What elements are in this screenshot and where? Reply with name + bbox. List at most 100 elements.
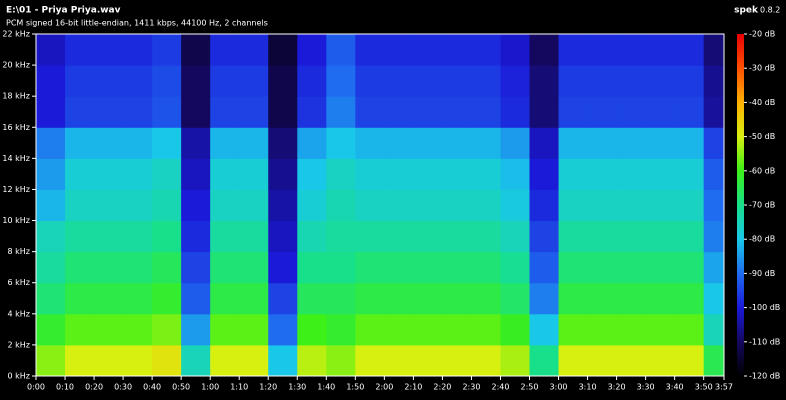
heat-cell — [152, 158, 182, 190]
heat-cell — [65, 282, 95, 315]
heat-cell — [587, 34, 618, 66]
heat-cell — [703, 313, 725, 346]
heat-cell — [65, 313, 95, 346]
heat-cell — [94, 251, 124, 284]
heat-cell — [587, 158, 618, 190]
heat-cell — [413, 96, 443, 128]
heat-cell — [65, 96, 95, 128]
heat-cell — [529, 189, 560, 222]
heat-cell — [384, 344, 414, 377]
heat-cell — [123, 189, 153, 222]
heat-cell — [123, 313, 153, 346]
heat-cell — [268, 313, 298, 346]
heat-cell — [181, 158, 211, 190]
heat-cell — [442, 189, 472, 222]
heat-cell — [297, 189, 327, 222]
heat-cell — [355, 251, 385, 284]
x-tick-label: 3:00 — [550, 383, 568, 392]
heat-cell — [558, 313, 589, 346]
heat-cell — [587, 127, 618, 159]
heat-cell — [413, 220, 443, 253]
heat-cell — [471, 313, 501, 346]
heat-cell — [123, 34, 153, 66]
heat-cell — [674, 34, 705, 66]
heat-cell — [529, 34, 560, 66]
x-tick-label: 1:30 — [288, 383, 306, 392]
heat-cell — [36, 96, 66, 128]
heat-cell — [616, 65, 647, 97]
heat-cell — [94, 344, 124, 377]
heat-cell — [529, 313, 560, 346]
heat-cell — [471, 189, 501, 222]
heat-cell — [674, 189, 705, 222]
heat-cell — [268, 34, 298, 66]
heat-cell — [268, 282, 298, 315]
y-tick-label: 8 kHz — [8, 247, 30, 256]
y-tick-label: 6 kHz — [8, 278, 30, 287]
x-tick-label: 1:20 — [259, 383, 277, 392]
heat-cell — [616, 34, 647, 66]
y-tick-label: 16 kHz — [2, 123, 30, 132]
heat-cell — [123, 65, 153, 97]
heat-cell — [413, 34, 443, 66]
heat-cell — [587, 220, 618, 253]
y-tick-label: 12 kHz — [2, 185, 30, 194]
heat-cell — [384, 313, 414, 346]
heat-cell — [500, 282, 531, 315]
heat-cell — [181, 344, 211, 377]
heat-cell — [123, 282, 153, 315]
heat-cell — [181, 313, 211, 346]
heat-cell — [442, 96, 472, 128]
heat-cell — [297, 34, 327, 66]
heat-cell — [442, 158, 472, 190]
heat-cell — [558, 127, 589, 159]
heat-cell — [384, 282, 414, 315]
heat-cell — [500, 313, 531, 346]
heat-cell — [500, 34, 531, 66]
heat-cell — [558, 158, 589, 190]
heat-cell — [355, 158, 385, 190]
heat-cell — [152, 127, 182, 159]
x-tick-label: 0:20 — [85, 383, 103, 392]
heat-cell — [65, 220, 95, 253]
heat-cell — [558, 65, 589, 97]
heat-cell — [645, 127, 676, 159]
chart-title: E:\01 - Priya Priya.wav — [6, 6, 121, 16]
heat-cell — [297, 127, 327, 159]
heat-cell — [674, 65, 705, 97]
heat-cell — [471, 158, 501, 190]
heat-cell — [587, 96, 618, 128]
heat-cell — [529, 251, 560, 284]
colorbar-tick-label: -70 dB — [749, 201, 775, 210]
heat-cell — [645, 251, 676, 284]
x-tick-label: 3:57 — [715, 383, 733, 392]
heat-cell — [616, 96, 647, 128]
colorbar-tick-label: -100 dB — [749, 303, 780, 312]
heat-cell — [645, 65, 676, 97]
heat-cell — [239, 251, 269, 284]
x-tick-label: 1:50 — [346, 383, 364, 392]
heat-cell — [36, 344, 66, 377]
heat-cell — [645, 313, 676, 346]
heat-cell — [239, 96, 269, 128]
heat-cell — [152, 220, 182, 253]
heat-cell — [268, 158, 298, 190]
heat-cell — [500, 96, 531, 128]
heat-cell — [587, 282, 618, 315]
heat-cell — [355, 344, 385, 377]
heat-cell — [326, 313, 356, 346]
heat-cell — [123, 220, 153, 253]
heat-cell — [355, 65, 385, 97]
heat-cell — [94, 96, 124, 128]
heat-cell — [529, 65, 560, 97]
heat-cell — [268, 189, 298, 222]
x-tick-label: 3:20 — [608, 383, 626, 392]
heat-cell — [616, 189, 647, 222]
heat-cell — [413, 282, 443, 315]
heat-cell — [181, 96, 211, 128]
heat-cell — [297, 220, 327, 253]
heat-cell — [94, 127, 124, 159]
heat-cell — [529, 282, 560, 315]
heat-cell — [703, 65, 725, 97]
heat-cell — [65, 34, 95, 66]
